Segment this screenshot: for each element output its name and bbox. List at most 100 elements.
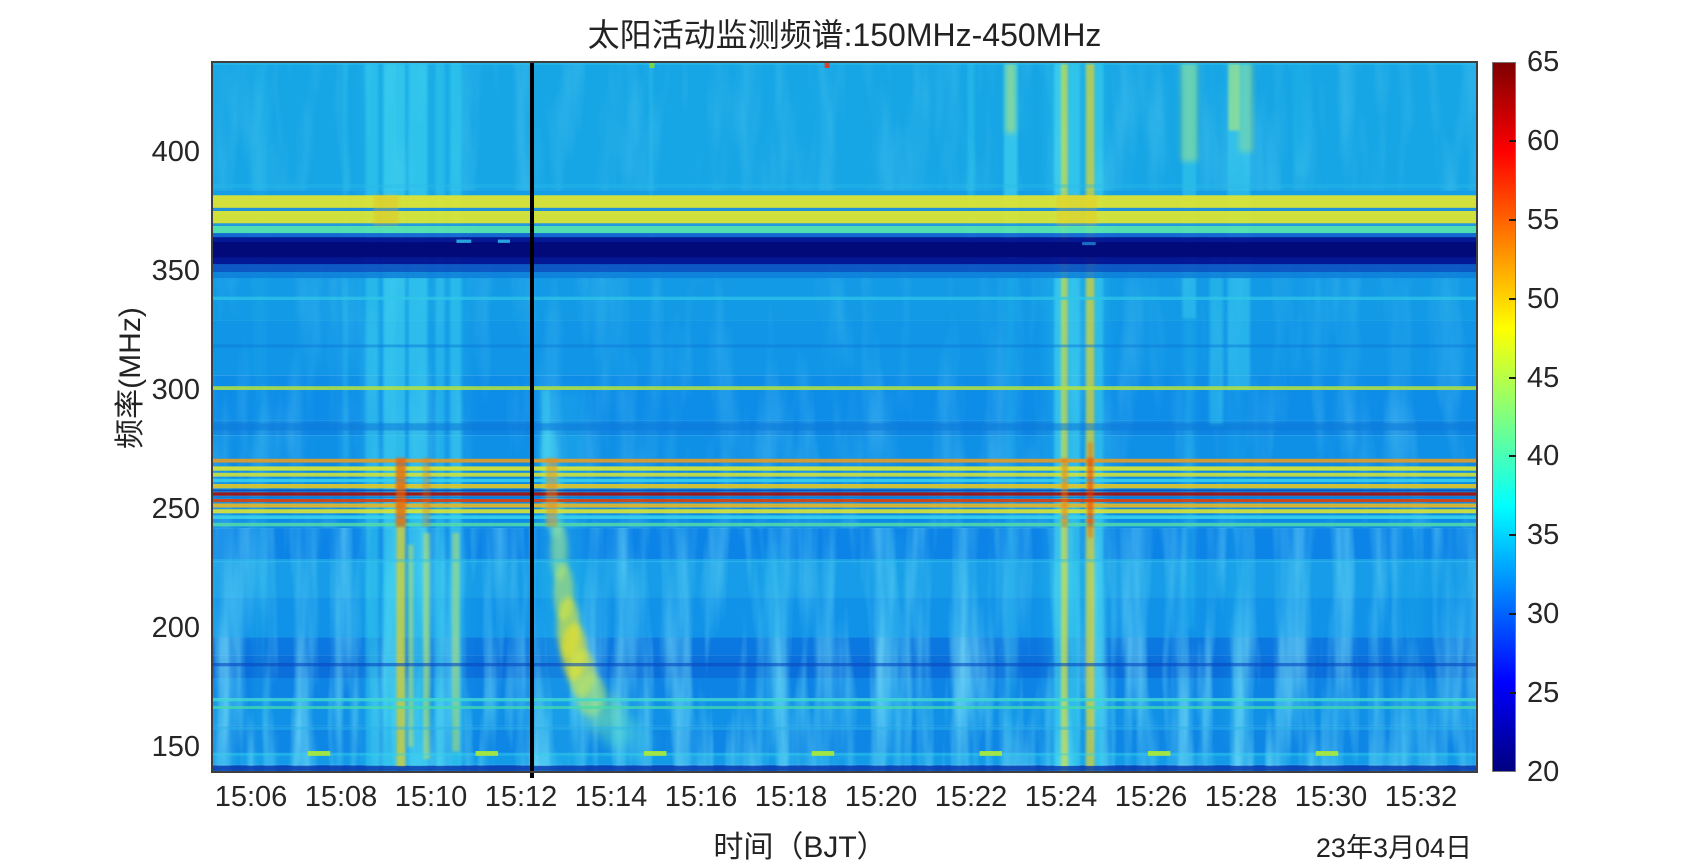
- x-tick-label: 15:12: [484, 781, 558, 813]
- y-tick-label: 150: [151, 731, 200, 763]
- radio-burst-streak: [1061, 62, 1069, 772]
- burst-band-crossing: [1087, 457, 1094, 527]
- drifting-burst-blob: [608, 725, 654, 759]
- interference-band: [212, 466, 1477, 471]
- interference-band: [212, 233, 1477, 238]
- colorbar-tick-mark: [1509, 376, 1516, 379]
- colorbar-tick-label: 55: [1527, 203, 1560, 236]
- band-gap-dash: [1082, 242, 1096, 246]
- interference-band: [212, 662, 1477, 667]
- colorbar: [1492, 62, 1516, 772]
- interference-band: [212, 496, 1477, 499]
- interference-band: [212, 458, 1477, 463]
- colorbar-tick-mark: [1509, 692, 1516, 695]
- x-tick-label: 15:32: [1384, 781, 1458, 813]
- radio-burst-streak: [1400, 508, 1424, 759]
- calibration-dash: [979, 751, 1003, 756]
- interference-band: [212, 210, 1477, 224]
- interference-band: [212, 296, 1477, 301]
- interference-band: [212, 184, 1477, 189]
- calibration-dash: [1315, 751, 1339, 756]
- plot-border: [211, 61, 1478, 773]
- radio-burst-streak: [761, 544, 785, 759]
- date-label: 23年3月04日: [1315, 833, 1472, 863]
- radio-burst-streak: [649, 62, 653, 271]
- band-gap-dash: [456, 239, 472, 243]
- colorbar-tick-mark: [1509, 613, 1516, 616]
- colorbar-tick-label: 30: [1527, 598, 1560, 631]
- radio-burst-streak: [408, 544, 414, 748]
- interference-band: [212, 484, 1477, 489]
- y-tick-label: 250: [151, 492, 200, 525]
- burst-band-crossing: [1061, 457, 1068, 527]
- x-axis-label: 时间（BJT）: [713, 831, 887, 864]
- interference-band: [212, 509, 1477, 514]
- radio-burst-streak: [450, 62, 462, 772]
- chart-title: 太阳活动监测频谱:150MHz-450MHz: [587, 17, 1102, 53]
- burst-band-crossing: [373, 194, 399, 226]
- burst-band-crossing: [545, 457, 558, 527]
- interference-band: [212, 207, 1477, 211]
- interference-band: [212, 62, 1477, 65]
- radio-burst-streak: [1227, 389, 1246, 748]
- radio-burst-streak: [1054, 62, 1064, 772]
- x-tick-label: 15:20: [844, 781, 918, 813]
- x-tick-label: 15:16: [664, 781, 738, 813]
- y-tick-label: 400: [151, 135, 200, 168]
- x-tick-label: 15:26: [1114, 781, 1188, 813]
- interference-band: [212, 515, 1477, 519]
- interference-band: [212, 225, 1477, 234]
- interference-band: [212, 522, 1477, 527]
- interference-band: [212, 478, 1477, 483]
- spectrogram-image: [212, 62, 1477, 772]
- x-tick-label: 15:28: [1204, 781, 1278, 813]
- interference-band: [212, 242, 1477, 258]
- radio-burst-streak: [967, 62, 975, 271]
- radio-burst-streak: [423, 532, 430, 759]
- colorbar-tick-label: 25: [1527, 677, 1560, 710]
- colorbar-tick-mark: [1509, 218, 1516, 221]
- colorbar-tick-label: 65: [1527, 46, 1560, 78]
- y-tick-label: 350: [151, 254, 200, 287]
- interference-band: [212, 492, 1477, 496]
- radio-burst-streak: [1085, 62, 1095, 772]
- burst-band-crossing: [422, 457, 431, 527]
- calibration-dash: [307, 751, 331, 756]
- interference-band: [212, 698, 1477, 702]
- x-tick-label: 15:14: [574, 781, 648, 813]
- colorbar-tick-label: 45: [1527, 361, 1560, 394]
- radio-burst-streak: [1095, 62, 1104, 772]
- interference-band: [212, 423, 1477, 431]
- interference-band: [212, 264, 1477, 273]
- radio-burst-streak: [885, 532, 904, 752]
- x-tick-label: 15:18: [754, 781, 828, 813]
- interference-band: [212, 498, 1477, 503]
- burst-band-crossing: [395, 457, 406, 527]
- interference-band: [212, 195, 1477, 208]
- top-edge-speck: [824, 63, 830, 68]
- colorbar-tick-mark: [1509, 139, 1516, 142]
- interference-band: [212, 272, 1477, 279]
- radio-burst-streak: [1182, 62, 1197, 319]
- interference-band: [212, 752, 1477, 756]
- colorbar-tick-label: 20: [1527, 756, 1560, 788]
- interference-band: [212, 386, 1477, 390]
- radio-burst-streak: [1068, 62, 1081, 772]
- spectrogram-plot: [211, 61, 1478, 778]
- colorbar-tick-mark: [1509, 534, 1516, 537]
- radio-burst-streak: [1292, 62, 1307, 176]
- calibration-dash: [811, 751, 835, 756]
- radio-burst-streak: [452, 532, 460, 752]
- x-tick-label: 15:22: [934, 781, 1008, 813]
- colorbar-tick-label: 35: [1527, 519, 1560, 552]
- interference-band: [212, 706, 1477, 709]
- colorbar-tick-mark: [1509, 297, 1516, 300]
- x-tick-label: 15:06: [214, 781, 288, 813]
- radio-burst-streak: [396, 466, 406, 769]
- interference-band: [212, 558, 1477, 563]
- radio-burst-streak: [1209, 235, 1224, 426]
- calibration-dash: [475, 751, 499, 756]
- x-tick-label: 15:24: [1024, 781, 1098, 813]
- x-tick-label: 15:30: [1294, 781, 1368, 813]
